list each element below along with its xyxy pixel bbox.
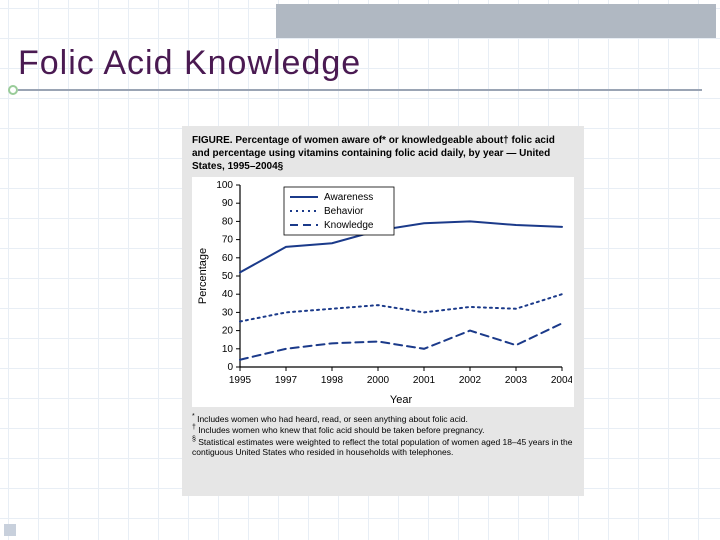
corner-accent-square <box>4 524 16 536</box>
svg-text:0: 0 <box>227 362 233 373</box>
footnote-text: Includes women who had heard, read, or s… <box>195 414 468 424</box>
svg-text:10: 10 <box>222 344 234 355</box>
figure-panel: FIGURE. Percentage of women aware of* or… <box>182 126 584 496</box>
svg-text:1995: 1995 <box>229 375 252 386</box>
slide-title: Folic Acid Knowledge <box>18 44 702 83</box>
footnote-text: Includes women who knew that folic acid … <box>196 425 485 435</box>
footnote-line: † Includes women who knew that folic aci… <box>192 424 574 435</box>
svg-text:Year: Year <box>390 394 413 406</box>
footnote-line: § Statistical estimates were weighted to… <box>192 436 574 458</box>
svg-text:80: 80 <box>222 216 234 227</box>
figure-footnotes: * Includes women who had heard, read, or… <box>192 413 574 458</box>
svg-text:2001: 2001 <box>413 375 436 386</box>
line-chart: 0 10 20 30 40 50 60 70 80 90 100 1995 1997 1998 2000 20… <box>192 177 572 407</box>
svg-text:2000: 2000 <box>367 375 390 386</box>
svg-text:40: 40 <box>222 289 234 300</box>
title-bar: Folic Acid Knowledge <box>18 44 702 91</box>
svg-text:30: 30 <box>222 307 234 318</box>
title-accent-circle <box>8 85 18 95</box>
svg-text:50: 50 <box>222 271 234 282</box>
svg-text:1997: 1997 <box>275 375 298 386</box>
svg-text:2003: 2003 <box>505 375 528 386</box>
svg-text:70: 70 <box>222 235 234 246</box>
svg-text:60: 60 <box>222 253 234 264</box>
svg-text:20: 20 <box>222 326 234 337</box>
svg-text:100: 100 <box>216 180 233 191</box>
header-strip <box>276 4 716 38</box>
svg-text:1998: 1998 <box>321 375 344 386</box>
footnote-line: * Includes women who had heard, read, or… <box>192 413 574 424</box>
footnote-text: Statistical estimates were weighted to r… <box>192 437 573 458</box>
svg-text:Percentage: Percentage <box>197 248 209 304</box>
svg-text:Behavior: Behavior <box>324 206 364 217</box>
chart-box: 0 10 20 30 40 50 60 70 80 90 100 1995 1997 1998 2000 20… <box>192 177 574 407</box>
svg-text:2004: 2004 <box>551 375 572 386</box>
svg-text:90: 90 <box>222 198 234 209</box>
svg-text:Knowledge: Knowledge <box>324 220 374 231</box>
figure-caption: FIGURE. Percentage of women aware of* or… <box>192 134 574 173</box>
svg-text:2002: 2002 <box>459 375 482 386</box>
svg-text:Awareness: Awareness <box>324 192 373 203</box>
